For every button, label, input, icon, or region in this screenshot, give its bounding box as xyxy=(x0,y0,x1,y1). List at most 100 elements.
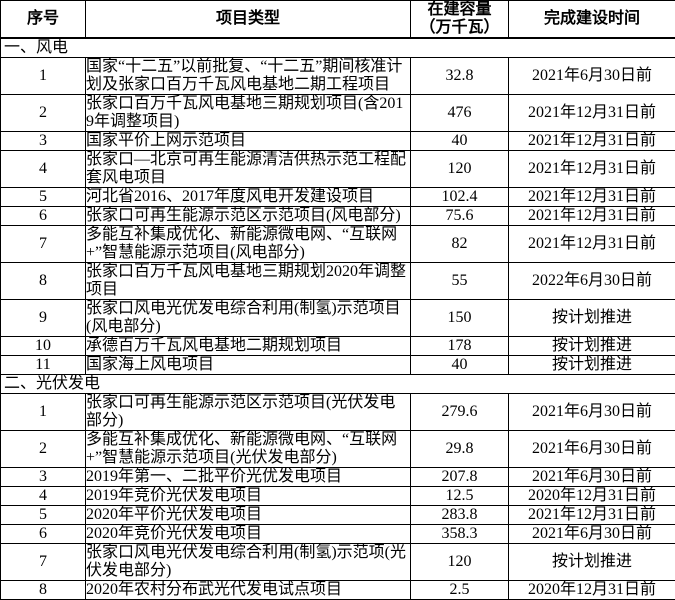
cell-row-number: 6 xyxy=(1,525,86,544)
cell-row-number: 4 xyxy=(1,151,86,188)
cell-row-number: 4 xyxy=(1,487,86,506)
cell-capacity-value: 40 xyxy=(411,132,509,151)
column-header-project: 项目类型 xyxy=(86,1,411,39)
cell-capacity-value: 29.8 xyxy=(411,431,509,468)
cell-capacity-value: 120 xyxy=(411,544,509,581)
cell-completion-time: 按计划推进 xyxy=(509,337,675,356)
cell-completion-time: 2022年6月30日前 xyxy=(509,263,675,300)
cell-completion-time: 2021年12月31日前 xyxy=(509,151,675,188)
cell-completion-time: 2021年12月31日前 xyxy=(509,95,675,132)
cell-row-number: 1 xyxy=(1,394,86,431)
section-header-row: 二、光伏发电 xyxy=(1,375,675,394)
cell-completion-time: 2021年12月31日前 xyxy=(509,132,675,151)
cell-capacity-value: 2.5 xyxy=(411,581,509,600)
cell-project-name: 承德百万千瓦风电基地二期规划项目 xyxy=(86,337,411,356)
cell-project-name: 张家口—北京可再生能源清洁供热示范工程配套风电项目 xyxy=(86,151,411,188)
cell-capacity-value: 283.8 xyxy=(411,506,509,525)
cell-completion-time: 2021年6月30日前 xyxy=(509,468,675,487)
cell-row-number: 5 xyxy=(1,188,86,207)
cell-row-number: 9 xyxy=(1,300,86,337)
cell-project-name: 2020年农村分布武光代发电试点项目 xyxy=(86,581,411,600)
cell-capacity-value: 32.8 xyxy=(411,58,509,95)
cell-row-number: 3 xyxy=(1,468,86,487)
cell-row-number: 2 xyxy=(1,431,86,468)
cell-project-name: 2020年平价光伏发电项目 xyxy=(86,506,411,525)
section-title: 二、光伏发电 xyxy=(1,375,675,394)
cell-completion-time: 2020年12月31日前 xyxy=(509,581,675,600)
cell-project-name: 张家口风电光优发电综合利用(制氢)示范项目(风电部分) xyxy=(86,300,411,337)
cell-completion-time: 2020年12月31日前 xyxy=(509,487,675,506)
cell-project-name: 张家口百万千瓦风电基地三期规划2020年调整项目 xyxy=(86,263,411,300)
cell-project-name: 张家口可再生能源示范区示范项目(风电部分) xyxy=(86,207,411,226)
cell-capacity-value: 178 xyxy=(411,337,509,356)
cell-project-name: 张家口风电光伏发电综合利用(制氢)示范项(光伏发电部分) xyxy=(86,544,411,581)
cell-row-number: 10 xyxy=(1,337,86,356)
section-header-row: 一、风电 xyxy=(1,38,675,58)
header-row: 序号 项目类型 在建容量 （万千瓦） 完成建设时间 xyxy=(1,1,675,39)
cell-row-number: 5 xyxy=(1,506,86,525)
cell-completion-time: 2021年6月30日前 xyxy=(509,58,675,95)
cell-project-name: 2019年竞价光伏发电项目 xyxy=(86,487,411,506)
cell-completion-time: 2021年12月31日前 xyxy=(509,226,675,263)
cell-capacity-value: 102.4 xyxy=(411,188,509,207)
cell-project-name: 国家平价上网示范项目 xyxy=(86,132,411,151)
cell-project-name: 2020年竞价光伏发电项目 xyxy=(86,525,411,544)
cell-row-number: 7 xyxy=(1,226,86,263)
cell-completion-time: 2021年12月31日前 xyxy=(509,506,675,525)
cell-project-name: 国家“十二五”以前批复、“十二五”期间核准计划及张家口百万千瓦风电基地二期工程项… xyxy=(86,58,411,95)
cell-capacity-value: 120 xyxy=(411,151,509,188)
cell-capacity-value: 150 xyxy=(411,300,509,337)
cell-completion-time: 2021年12月31日前 xyxy=(509,207,675,226)
cell-row-number: 2 xyxy=(1,95,86,132)
cell-project-name: 国家海上风电项目 xyxy=(86,356,411,375)
cell-capacity-value: 40 xyxy=(411,356,509,375)
cell-completion-time: 2021年6月30日前 xyxy=(509,394,675,431)
cell-row-number: 7 xyxy=(1,544,86,581)
cell-project-name: 多能互补集成优化、新能源微电网、“互联网+”智慧能源示范项目(风电部分) xyxy=(86,226,411,263)
cell-project-name: 河北省2016、2017年度风电开发建设项目 xyxy=(86,188,411,207)
cell-capacity-value: 82 xyxy=(411,226,509,263)
cell-completion-time: 2021年12月31日前 xyxy=(509,188,675,207)
cell-completion-time: 2021年6月30日前 xyxy=(509,525,675,544)
cell-project-name: 多能互补集成优化、新能源微电网、“互联网+”智慧能源示范项目(光伏发电部分) xyxy=(86,431,411,468)
cell-completion-time: 按计划推进 xyxy=(509,356,675,375)
section-title: 一、风电 xyxy=(1,38,675,58)
cell-row-number: 6 xyxy=(1,207,86,226)
cell-row-number: 3 xyxy=(1,132,86,151)
cell-capacity-value: 12.5 xyxy=(411,487,509,506)
cell-row-number: 8 xyxy=(1,263,86,300)
cell-capacity-value: 55 xyxy=(411,263,509,300)
cell-capacity-value: 75.6 xyxy=(411,207,509,226)
cell-completion-time: 按计划推进 xyxy=(509,300,675,337)
cell-project-name: 张家口百万千瓦风电基地三期规划项目(含2019年调整项目) xyxy=(86,95,411,132)
cell-completion-time: 2021年6月30日前 xyxy=(509,431,675,468)
cell-completion-time: 按计划推进 xyxy=(509,544,675,581)
cell-capacity-value: 476 xyxy=(411,95,509,132)
cell-row-number: 1 xyxy=(1,58,86,95)
cell-capacity-value: 279.6 xyxy=(411,394,509,431)
column-header-deadline: 完成建设时间 xyxy=(509,1,675,39)
cell-project-name: 张家口可再生能源示范区示范项目(光伏发电部分) xyxy=(86,394,411,431)
column-header-no: 序号 xyxy=(1,1,86,39)
cell-row-number: 8 xyxy=(1,581,86,600)
cell-capacity-value: 207.8 xyxy=(411,468,509,487)
